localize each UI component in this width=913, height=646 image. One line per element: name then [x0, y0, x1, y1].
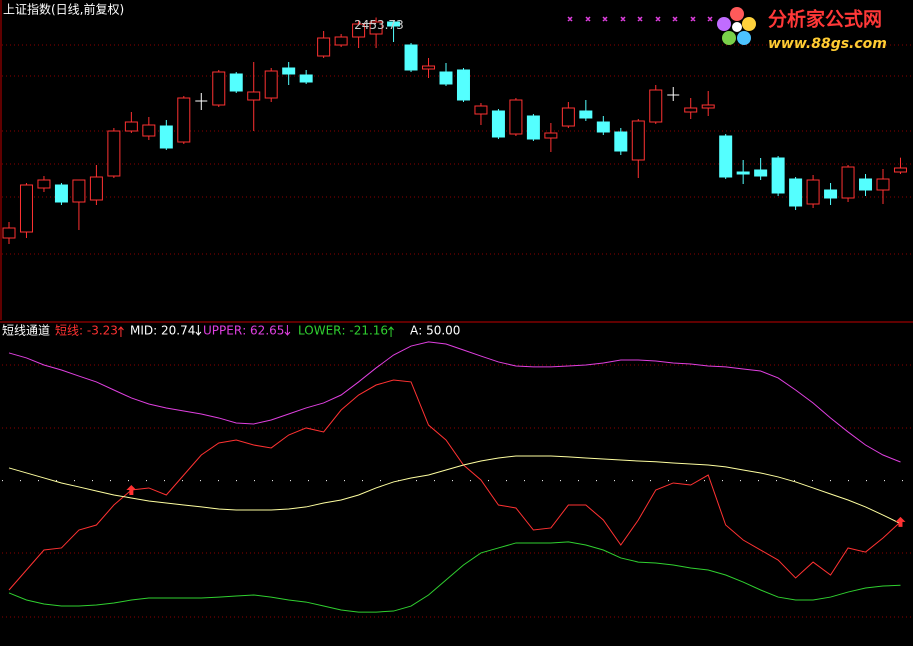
candle-body: [893, 167, 907, 173]
candle-body: [369, 21, 383, 35]
series-line: [8, 379, 901, 591]
candle-body: [107, 130, 121, 177]
logo-icon: [717, 7, 756, 45]
candle-body: [701, 104, 715, 109]
legend-value: -21.16: [349, 324, 388, 338]
candle-body: [54, 184, 68, 203]
signal-crosses: [567, 16, 713, 22]
logo-title: 分析家公式网: [768, 8, 882, 31]
candle-body: [596, 121, 610, 133]
legend-name: MID: [130, 324, 153, 338]
legend-value: 50.00: [426, 324, 460, 338]
candle-body: [37, 179, 51, 189]
annotation: 2453.73: [354, 18, 404, 32]
candle-body: [299, 74, 313, 83]
candle-body: [544, 132, 558, 139]
signal-arrow: [126, 485, 137, 496]
candle-body: [561, 107, 575, 127]
candle-body: [352, 23, 366, 38]
legend-arrow: [388, 326, 394, 337]
legend-separator: :: [418, 324, 426, 338]
candle-body: [509, 99, 523, 135]
candle-body: [789, 178, 803, 207]
candle-body: [771, 157, 785, 194]
signal-arrow: [895, 516, 906, 527]
candle-body: [754, 169, 768, 177]
candle-body: [491, 110, 505, 138]
candle-body: [579, 110, 593, 119]
candle-body: [177, 97, 191, 143]
logo-url: www.88gs.com: [768, 36, 887, 52]
candle-body: [684, 107, 698, 113]
legend-separator: :: [242, 324, 250, 338]
candle-body: [247, 91, 261, 101]
candle-body: [456, 69, 470, 101]
candle-body: [404, 44, 418, 71]
candle-body: [631, 120, 645, 161]
legend-separator: :: [153, 324, 161, 338]
candle-body: [719, 135, 733, 178]
legend-arrow: [284, 325, 291, 336]
legend-value: 20.74: [161, 324, 195, 338]
candle-body: [317, 37, 331, 57]
legend-arrow: [118, 326, 124, 337]
legend-name: UPPER: [203, 324, 242, 338]
candle-body: [806, 179, 820, 205]
candle-body: [159, 125, 173, 149]
candle-body: [72, 179, 86, 203]
candle-body: [614, 131, 628, 152]
legend-separator: :: [79, 324, 87, 338]
candle-body: [841, 166, 855, 199]
candle-body: [474, 105, 488, 115]
series-line: [8, 341, 901, 463]
candle-body: [264, 70, 278, 99]
candle-body: [876, 178, 890, 191]
candle-body: [334, 36, 348, 46]
candle-body: [439, 71, 453, 85]
candle-body: [649, 89, 663, 123]
legend-name: LOWER: [298, 324, 342, 338]
candle-body: [124, 121, 138, 132]
candle-body: [212, 71, 226, 106]
candle-body: [422, 65, 436, 70]
legend-value: 62.65: [250, 324, 284, 338]
candle-body: [229, 73, 243, 92]
candle-body: [282, 67, 296, 75]
series-line: [8, 541, 901, 613]
series-line: [8, 455, 901, 525]
legend-value: -3.23: [87, 324, 118, 338]
legend-name: 短线: [55, 324, 79, 338]
candle-body: [2, 227, 16, 239]
candle-body: [824, 189, 838, 199]
candle-body: [736, 171, 750, 175]
candle-body: [387, 21, 401, 27]
legend-name: A: [410, 324, 419, 338]
candle-body: [142, 124, 156, 137]
legend-arrow: [195, 325, 202, 336]
chart-title: 上证指数(日线,前复权): [3, 2, 124, 17]
candle-body: [19, 184, 33, 233]
legend-separator: :: [342, 324, 350, 338]
candle-body: [89, 176, 103, 201]
candle-body: [526, 115, 540, 140]
indicator-title: 短线通道: [2, 324, 50, 338]
candle-body: [859, 178, 873, 191]
